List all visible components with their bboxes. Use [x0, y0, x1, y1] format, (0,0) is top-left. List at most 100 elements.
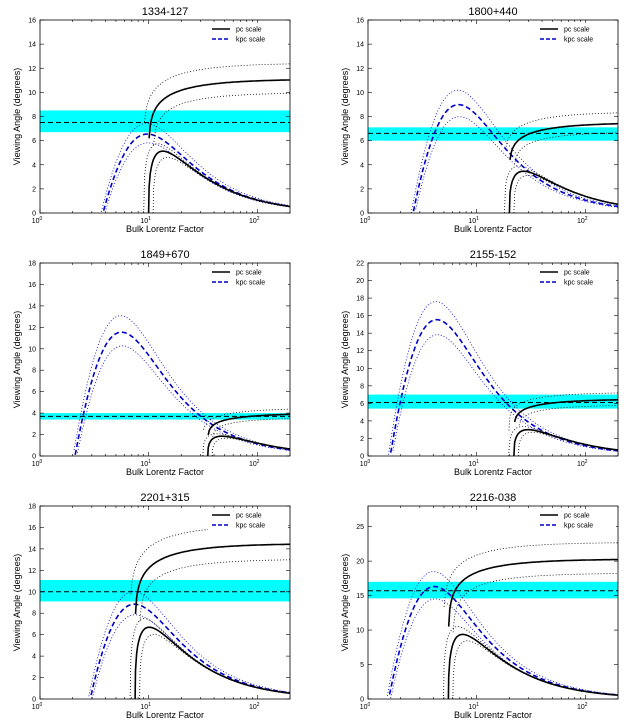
x-tick-label: 101: [468, 702, 479, 711]
x-tick-label: 102: [577, 702, 588, 711]
y-tick-label: 15: [356, 593, 364, 600]
legend-label-kpc: kpc scale: [236, 37, 265, 44]
y-tick-label: 0: [32, 211, 36, 218]
kpc-curve: [74, 331, 290, 455]
pc-lower-envelope-upper-branch: [212, 418, 290, 437]
pc-curve-lower-branch: [513, 428, 618, 456]
y-axis-label: Viewing Angle (degrees): [12, 554, 22, 651]
angle-band: [40, 110, 290, 133]
chart-panel-3: 0 2 4 6 8 10 12 14 16 18 100 101 102 1849+670 Bulk Lor…: [12, 249, 291, 477]
x-tick-label: 102: [577, 459, 588, 468]
kpc-lower-envelope: [77, 345, 290, 453]
pc-curve-lower-branch: [147, 150, 290, 213]
x-tick-label: 101: [140, 459, 151, 468]
chart-panel-1: 0 2 4 6 8 10 12 14 16 100 101 102 1334-127 Bulk Loren…: [12, 6, 291, 234]
x-tick-label: 100: [32, 216, 43, 225]
chart-title: 1849+670: [140, 249, 189, 261]
y-tick-label: 14: [28, 303, 36, 310]
pc-curve-lower-branch: [207, 435, 290, 456]
plot-area: [368, 542, 618, 699]
pc-lower-envelope-lower-branch: [513, 175, 618, 213]
x-axis-label: Bulk Lorentz Factor: [126, 467, 204, 477]
y-axis-label: Viewing Angle (degrees): [12, 68, 22, 165]
y-tick-label: 8: [360, 383, 364, 390]
x-tick-label: 102: [249, 216, 260, 225]
plot-area: [368, 301, 618, 456]
x-tick-label: 101: [468, 459, 479, 468]
y-tick-label: 4: [32, 411, 36, 418]
y-tick-label: 10: [356, 366, 364, 373]
chart-panel-4: 0 2 4 6 8 10 12 14 16 18 20 22 100 101 102 2155-152 Bulk…: [340, 249, 619, 477]
kpc-lower-envelope: [392, 334, 618, 452]
y-tick-label: 2: [360, 436, 364, 443]
y-tick-label: 4: [360, 418, 364, 425]
x-tick-label: 101: [468, 216, 479, 225]
pc-curve-lower-branch: [508, 170, 618, 213]
legend-label-pc: pc scale: [564, 27, 590, 34]
pc-lower-envelope-lower-branch: [452, 640, 618, 699]
pc-curve-upper-branch: [207, 413, 290, 436]
kpc-lower-envelope: [91, 614, 290, 699]
pc-upper-envelope-upper-branch: [508, 392, 618, 431]
x-tick-label: 102: [249, 702, 260, 711]
y-tick-label: 10: [28, 346, 36, 353]
pc-upper-envelope-upper-branch: [144, 63, 290, 123]
y-tick-label: 14: [356, 331, 364, 338]
x-tick-label: 100: [360, 459, 371, 468]
pc-curve-upper-branch: [447, 558, 618, 627]
y-tick-label: 18: [28, 261, 36, 268]
x-tick-label: 100: [32, 702, 43, 711]
legend: pc scale kpc scale: [208, 266, 288, 288]
legend: pc scale kpc scale: [208, 509, 288, 531]
y-tick-label: 25: [356, 524, 364, 531]
kpc-lower-envelope: [105, 142, 290, 210]
y-tick-label: 12: [28, 325, 36, 332]
y-tick-label: 14: [28, 546, 36, 553]
y-tick-label: 10: [28, 90, 36, 97]
y-tick-label: 12: [356, 348, 364, 355]
angle-band: [368, 581, 618, 599]
chart-title: 1334-127: [142, 6, 189, 18]
x-axis-label: Bulk Lorentz Factor: [454, 224, 532, 234]
x-tick-label: 100: [360, 216, 371, 225]
legend-label-pc: pc scale: [564, 513, 590, 520]
y-tick-label: 16: [28, 18, 36, 25]
legend: pc scale kpc scale: [536, 509, 616, 531]
y-tick-label: 2: [32, 432, 36, 439]
pc-upper-envelope-lower-branch: [504, 165, 618, 213]
y-tick-label: 6: [360, 401, 364, 408]
y-axis-label: Viewing Angle (degrees): [12, 311, 22, 408]
y-tick-label: 20: [356, 278, 364, 285]
y-tick-label: 6: [32, 632, 36, 639]
pc-curve-upper-branch: [509, 122, 618, 160]
y-tick-label: 4: [360, 162, 364, 169]
pc-upper-envelope-lower-branch: [443, 626, 618, 699]
kpc-curve: [90, 603, 290, 696]
chart-panel-5: 0 2 4 6 8 10 12 14 16 18 100 101 102 2201+315 Bulk Lor…: [12, 492, 291, 720]
plot-area: [40, 315, 290, 456]
pc-lower-envelope-upper-branch: [153, 92, 290, 145]
y-tick-label: 4: [32, 654, 36, 661]
kpc-upper-envelope: [73, 315, 290, 451]
axes-frame: [367, 505, 619, 700]
y-tick-label: 22: [356, 261, 364, 268]
legend-label-pc: pc scale: [236, 270, 262, 277]
y-tick-label: 8: [32, 611, 36, 618]
axes-frame: [39, 262, 291, 457]
y-tick-label: 6: [360, 138, 364, 145]
kpc-curve: [388, 585, 618, 696]
x-tick-label: 100: [360, 702, 371, 711]
y-tick-label: 18: [28, 504, 36, 511]
legend-label-pc: pc scale: [564, 270, 590, 277]
y-tick-label: 16: [356, 18, 364, 25]
legend-label-kpc: kpc scale: [564, 523, 593, 530]
kpc-upper-envelope: [88, 591, 290, 697]
plot-area: [40, 525, 290, 699]
x-axis-label: Bulk Lorentz Factor: [126, 710, 204, 720]
chart-title: 2155-152: [470, 249, 517, 261]
y-tick-label: 6: [32, 389, 36, 396]
legend-label-kpc: kpc scale: [236, 280, 265, 287]
axes-frame: [367, 19, 619, 214]
pc-curve-upper-branch: [148, 79, 290, 139]
